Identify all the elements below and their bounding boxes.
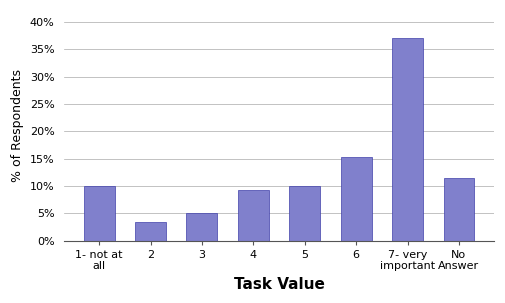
- Bar: [186, 213, 217, 241]
- Bar: [392, 38, 423, 241]
- Bar: [289, 186, 320, 241]
- Bar: [84, 186, 115, 241]
- Bar: [135, 221, 166, 241]
- Bar: [443, 178, 474, 241]
- Y-axis label: % of Respondents: % of Respondents: [11, 69, 24, 182]
- X-axis label: Task Value: Task Value: [234, 277, 324, 292]
- Bar: [238, 190, 269, 241]
- Bar: [341, 157, 372, 241]
